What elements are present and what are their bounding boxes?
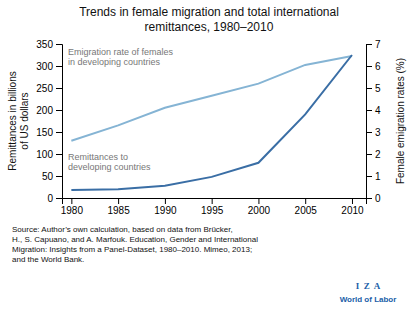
tick: 2000 <box>248 198 271 216</box>
text-line: Remittances in billions <box>7 71 18 171</box>
tick-label: 6 <box>375 61 381 72</box>
tick-mark <box>118 198 119 204</box>
axis-line <box>63 199 367 205</box>
tick: 350 <box>36 39 62 50</box>
tick-mark <box>165 198 166 204</box>
tick-mark <box>212 198 213 204</box>
tick: 50 <box>42 171 62 182</box>
tick-label: 350 <box>36 39 53 50</box>
tick-label: 1985 <box>107 205 130 216</box>
axis-line <box>367 45 373 199</box>
tick-label: 2000 <box>248 205 271 216</box>
tick: 1995 <box>201 198 224 216</box>
tick-mark <box>56 88 62 89</box>
text-line: Source: Author’s own calculation, based … <box>12 225 233 234</box>
y2-axis: 0 1 2 3 4 5 6 7 <box>366 39 381 204</box>
tick: 7 <box>366 39 381 50</box>
tick: 1980 <box>61 198 84 216</box>
tick-mark <box>56 154 62 155</box>
tick-label: 250 <box>36 83 53 94</box>
tick-mark <box>56 176 62 177</box>
tick-label: 1980 <box>61 205 84 216</box>
tick-mark <box>366 132 372 133</box>
tick: 100 <box>36 149 62 160</box>
tick-mark <box>366 44 372 45</box>
text-line: in developing countries <box>68 57 161 67</box>
series-label: Emigration rate of femalesin developing … <box>68 47 174 67</box>
x-axis: 1980 1985 1990 1995 2000 2005 2010 <box>61 198 367 216</box>
tick: 1985 <box>107 198 130 216</box>
tick-label: 7 <box>375 39 381 50</box>
tick-label: 1990 <box>154 205 177 216</box>
tick-label: 1995 <box>201 205 224 216</box>
axis-line <box>56 45 63 199</box>
tick-mark <box>258 198 259 204</box>
tick-mark <box>305 198 306 204</box>
tick-label: 5 <box>375 83 381 94</box>
tick: 6 <box>366 61 381 72</box>
tick-label: 150 <box>36 127 53 138</box>
logo-text: I Z A <box>356 281 381 291</box>
tick-label: 4 <box>375 105 381 116</box>
text-line: Emigration rate of females <box>68 47 174 57</box>
source-note: Source: Author’s own calculation, based … <box>12 225 258 264</box>
tick: 2010 <box>341 198 364 216</box>
tick-label: 100 <box>36 149 53 160</box>
tick-label: 2 <box>375 149 381 160</box>
tick-mark <box>56 198 62 199</box>
text-line: developing countries <box>68 162 151 172</box>
tick: 0 <box>366 193 381 204</box>
text-line: remittances, 1980–2010 <box>145 20 274 34</box>
tick-mark <box>56 132 62 133</box>
tick: 200 <box>36 105 62 116</box>
y-axis-title: Remittances in billionsof US dollars <box>7 71 30 171</box>
tick-label: 3 <box>375 127 381 138</box>
tick-mark <box>56 110 62 111</box>
y2-axis-title: Female emigration rates (%) <box>395 58 406 184</box>
text-line: of US dollars <box>19 92 30 149</box>
tick-mark <box>366 88 372 89</box>
tick: 2005 <box>295 198 318 216</box>
tick-label: 50 <box>42 171 54 182</box>
tick: 3 <box>366 127 381 138</box>
text-line: and the World Bank. <box>12 255 84 264</box>
tick: 5 <box>366 83 381 94</box>
tick-label: 2005 <box>295 205 318 216</box>
tick: 1 <box>366 171 381 182</box>
tick-mark <box>366 66 372 67</box>
chart: 1980198519901995200020052010050100150200… <box>0 0 418 319</box>
y-axis: 0 50 100 150 200 250 300 350 <box>36 39 62 204</box>
tick-label: 200 <box>36 105 53 116</box>
text-line: Remittances to <box>68 152 128 162</box>
tick-label: 0 <box>375 193 381 204</box>
tick: 150 <box>36 127 62 138</box>
tick-label: 300 <box>36 61 53 72</box>
tick-label: 1 <box>375 171 381 182</box>
logo-subtext: World of Labor <box>340 295 397 304</box>
tick-mark <box>366 110 372 111</box>
text-line: Female emigration rates (%) <box>395 58 406 184</box>
tick: 4 <box>366 105 381 116</box>
tick: 2 <box>366 149 381 160</box>
text-line: Trends in female migration and total int… <box>79 5 339 19</box>
series-line <box>71 56 352 141</box>
text-line: H., S. Capuano, and A. Marfouk. Educatio… <box>12 235 258 244</box>
tick-mark <box>56 44 62 45</box>
tick: 250 <box>36 83 62 94</box>
tick: 1990 <box>154 198 177 216</box>
tick-label: 0 <box>47 193 53 204</box>
tick: 300 <box>36 61 62 72</box>
tick-mark <box>352 198 353 204</box>
tick-mark <box>366 154 372 155</box>
tick-label: 2010 <box>341 205 364 216</box>
title: Trends in female migration and total int… <box>79 5 339 34</box>
tick-mark <box>71 198 72 204</box>
tick-mark <box>366 198 372 199</box>
tick-mark <box>56 66 62 67</box>
series-label: Remittances todeveloping countries <box>68 152 151 172</box>
tick: 0 <box>47 193 62 204</box>
tick-mark <box>366 176 372 177</box>
text-line: Migration: Insights from a Panel-Dataset… <box>12 245 252 254</box>
